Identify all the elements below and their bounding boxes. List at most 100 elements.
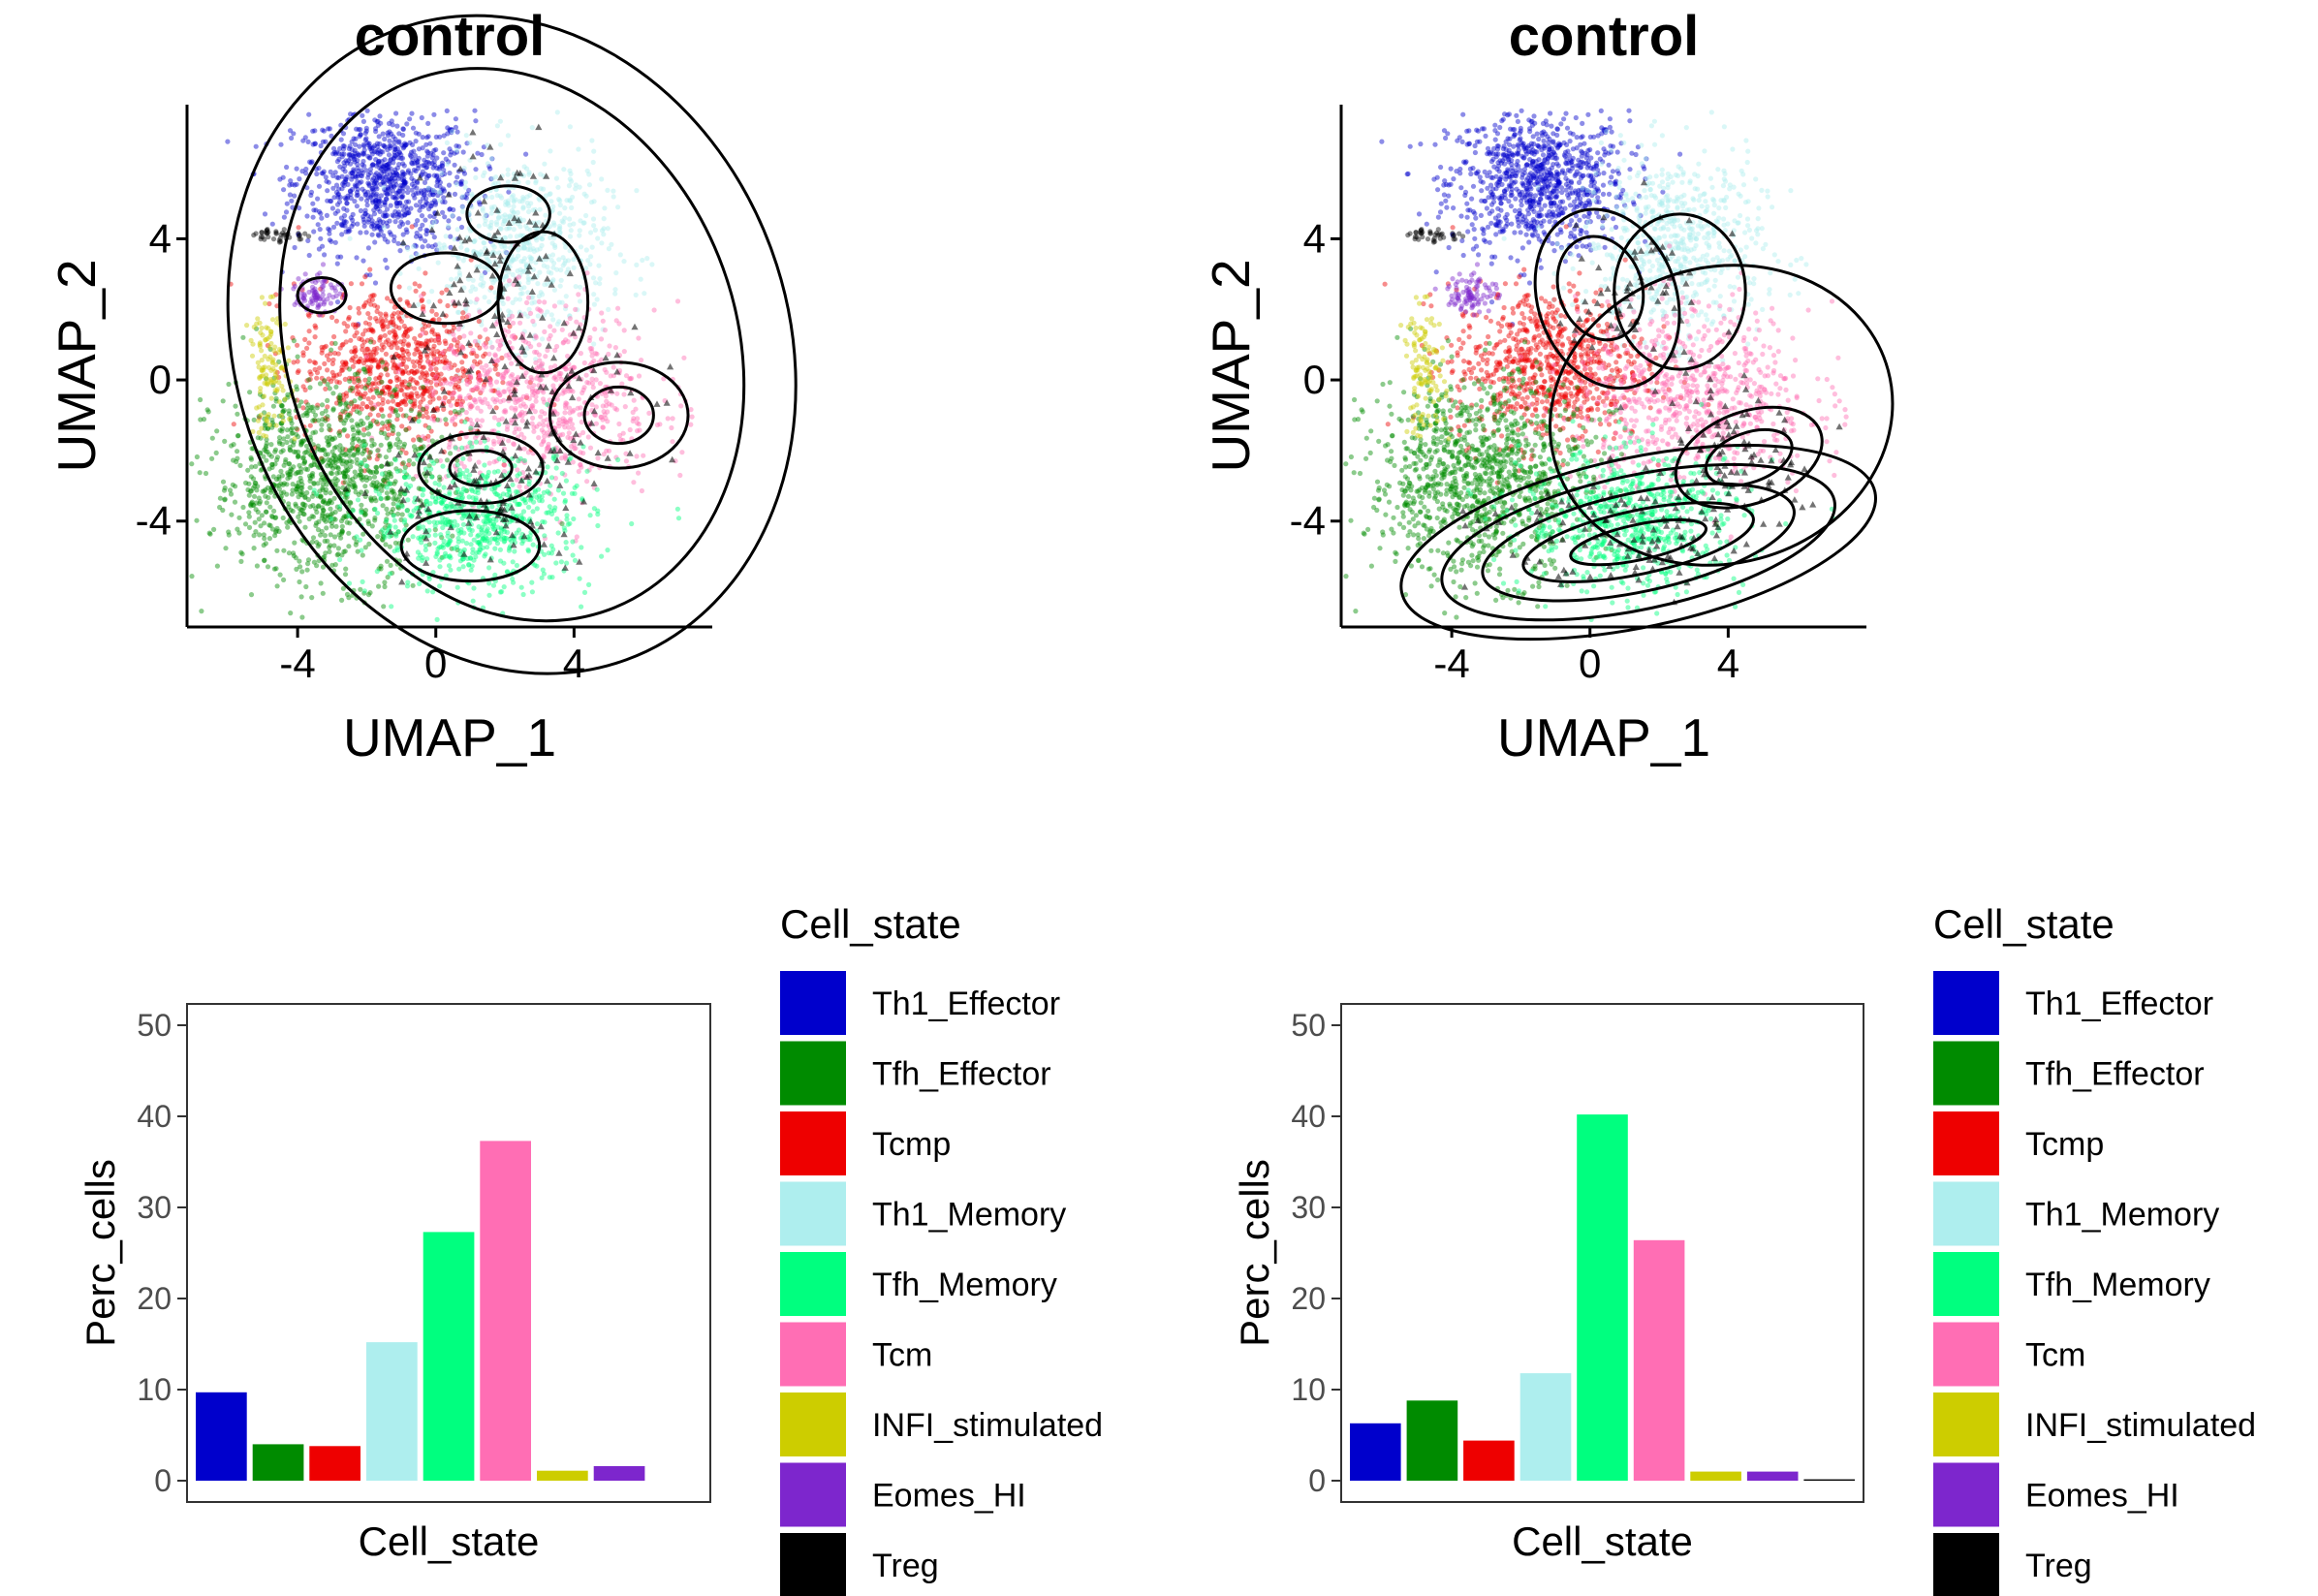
cell-point-Tfh_Effector xyxy=(297,518,302,524)
cell-point-Tcm xyxy=(428,416,434,422)
cell-point-Tfh_Memory xyxy=(401,519,408,525)
cell-point-Tcm xyxy=(598,414,604,420)
cell-point-Tfh_Effector xyxy=(247,390,253,395)
cell-point-Tfh_Memory xyxy=(534,506,540,512)
cell-point-Th1_Effector xyxy=(339,151,345,157)
cell-point-Tfh_Effector xyxy=(410,582,416,588)
cell-point-Th1_Effector xyxy=(479,151,485,158)
cell-point-Tfh_Effector xyxy=(237,462,243,468)
cell-point-Tfh_Memory xyxy=(471,585,477,591)
cell-point-Th1_Effector xyxy=(424,153,430,159)
cell-point-Th1_Effector xyxy=(306,111,312,117)
cell-point-Th1_Effector xyxy=(407,116,413,122)
cell-point-Tcm xyxy=(554,343,560,350)
cell-point-Tfh_Effector xyxy=(354,409,360,415)
cell-point-Tfh_Effector xyxy=(323,550,329,556)
cell-point-Th1_Memory xyxy=(525,279,531,286)
cell-point-Tfh_Effector xyxy=(330,407,336,413)
cell-point-Tfh_Memory xyxy=(520,591,526,598)
cell-point-Th1_Effector xyxy=(357,143,362,149)
cell-point-Tcmp xyxy=(409,392,415,398)
cell-point-Th1_Effector xyxy=(355,192,360,198)
cell-point-Th1_Effector xyxy=(401,163,407,169)
cell-point-Tcm xyxy=(597,381,604,387)
cell-point-Th1_Effector xyxy=(431,235,437,240)
cell-point-Tcm xyxy=(541,418,547,423)
cell-point-Th1_Effector xyxy=(424,201,430,206)
cell-point-Tcmp xyxy=(393,374,399,381)
cell-point-Th1_Memory xyxy=(459,204,465,210)
cell-point-Tfh_Effector xyxy=(408,407,414,414)
cell-point-Tcm xyxy=(605,409,611,415)
cell-point-Th1_Effector xyxy=(373,129,379,135)
cell-point-Th1_Memory xyxy=(464,247,470,253)
cell-point-Tcm xyxy=(584,479,590,485)
cell-point-Tcmp xyxy=(459,315,465,321)
cell-point-Th1_Effector xyxy=(345,193,351,199)
cell-point-Th1_Effector xyxy=(436,166,442,172)
cell-point-Th1_Memory xyxy=(558,277,564,283)
cell-point-Tfh_Effector xyxy=(365,380,371,386)
cell-point-Tfh_Memory xyxy=(496,422,502,427)
cell-point-Th1_Memory xyxy=(535,313,541,319)
cell-point-Tfh_Memory xyxy=(599,553,605,559)
cell-point-Tcmp xyxy=(380,400,386,406)
cell-point-Th1_Memory xyxy=(537,269,543,275)
cell-point-Th1_Effector xyxy=(410,157,416,163)
cell-point-Tcm xyxy=(476,459,482,465)
cell-point-Th1_Effector xyxy=(415,218,421,224)
cell-point-Tfh_Effector xyxy=(358,586,363,592)
cell-point-Tfh_Memory xyxy=(514,530,519,536)
cell-point-Th1_Memory xyxy=(567,176,573,182)
cell-point-Tcm xyxy=(492,352,498,358)
cell-point-Tfh_Effector xyxy=(384,435,390,441)
cell-point-Tfh_Effector xyxy=(341,470,347,476)
cell-point-Th1_Effector xyxy=(442,214,448,220)
cell-point-Tcmp xyxy=(429,308,435,314)
cell-point-Th1_Effector xyxy=(424,228,430,234)
cell-point-Th1_Effector xyxy=(383,174,389,180)
cell-point-Tfh_Effector xyxy=(309,514,315,519)
cell-point-Th1_Effector xyxy=(382,236,388,242)
cell-point-Th1_Memory xyxy=(586,172,592,177)
cell-point-Th1_Effector xyxy=(378,148,384,155)
cell-point-Th1_Effector xyxy=(406,210,412,216)
cell-point-Tcmp xyxy=(308,371,314,377)
cell-point-Tcm xyxy=(636,422,642,427)
cell-point-Th1_Effector xyxy=(394,151,400,157)
cell-point-Th1_Effector xyxy=(420,145,425,151)
cell-point-Tfh_Effector xyxy=(324,525,329,531)
cell-point-Tfh_Memory xyxy=(455,535,461,542)
cell-point-Tcmp xyxy=(343,329,349,334)
cell-point-Tcm xyxy=(529,377,535,383)
cell-point-INFI_stimulated xyxy=(244,323,250,329)
cell-point-Tfh_Memory xyxy=(494,491,500,497)
cell-point-Tcm xyxy=(681,355,687,360)
cell-point-Tfh_Memory xyxy=(432,532,438,538)
cell-point-Th1_Effector xyxy=(361,163,367,169)
cell-point-Th1_Effector xyxy=(329,205,335,211)
cell-point-Th1_Memory xyxy=(488,204,494,210)
cell-point-Tfh_Effector xyxy=(328,457,333,463)
cell-point-Tcm xyxy=(470,347,476,354)
cell-point-Th1_Effector xyxy=(432,242,439,248)
cell-point-Tfh_Effector xyxy=(220,507,226,514)
cell-point-Th1_Effector xyxy=(327,231,332,236)
cell-point-Tfh_Memory xyxy=(447,538,453,544)
cell-point-Tcm xyxy=(510,320,517,326)
cell-point-Tcm xyxy=(453,336,458,342)
cell-point-Tfh_Effector xyxy=(319,422,325,427)
cell-point-Th1_Effector xyxy=(355,161,360,168)
cell-point-Tcmp xyxy=(302,336,308,342)
cell-point-Th1_Effector xyxy=(384,165,390,171)
cell-point-Th1_Memory xyxy=(591,223,597,229)
cell-point-Th1_Memory xyxy=(649,262,655,267)
cell-point-Tfh_Effector xyxy=(360,552,365,558)
cell-point-Tfh_Memory xyxy=(392,457,398,463)
cell-point-Th1_Effector xyxy=(310,201,316,206)
cell-point-Tcmp xyxy=(406,351,412,357)
cell-point-Th1_Memory xyxy=(549,252,556,258)
cell-point-Tfh_Memory xyxy=(501,560,507,566)
cell-point-Th1_Memory xyxy=(515,209,520,215)
